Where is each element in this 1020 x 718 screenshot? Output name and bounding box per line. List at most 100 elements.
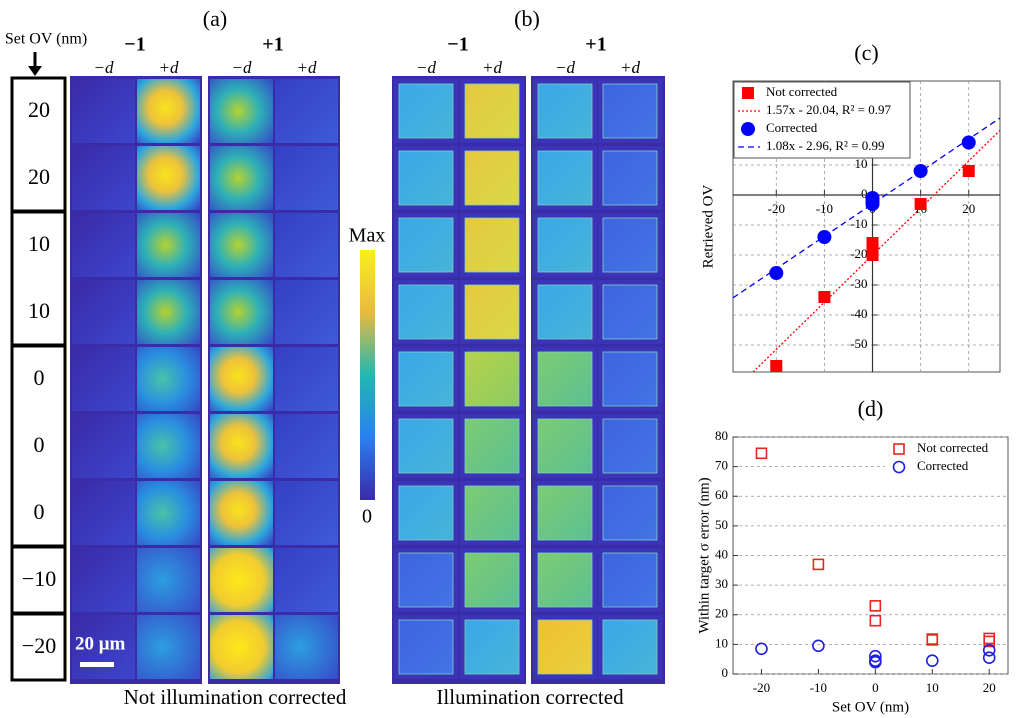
image-tile: [275, 79, 338, 143]
image-tile: [210, 347, 273, 411]
image-tile: [72, 414, 135, 478]
image-tile: [72, 548, 135, 612]
order-label: +1: [585, 34, 606, 56]
arrow-head: [28, 66, 42, 76]
image-tile-pattern: [602, 284, 658, 340]
y-axis-label: Within target σ error (nm): [696, 477, 712, 633]
point: [913, 164, 928, 178]
y-tick-label: 40: [715, 546, 728, 561]
image-tile: [72, 347, 135, 411]
image-tile: [137, 146, 200, 210]
point: [869, 614, 882, 627]
image-tile-pattern: [602, 552, 658, 608]
image-tile-pattern: [602, 217, 658, 273]
image-tile: [72, 481, 135, 545]
image-tile: [137, 280, 200, 344]
image-tile-pattern: [464, 485, 520, 541]
image-tile: [210, 146, 273, 210]
image-tile: [210, 548, 273, 612]
image-tile-pattern: [464, 83, 520, 139]
point: [982, 643, 996, 657]
image-tile-pattern: [464, 619, 520, 675]
point: [769, 266, 784, 280]
y-tick-label: 50: [715, 517, 728, 532]
image-tile-pattern: [464, 150, 520, 206]
legend-label: Corrected: [917, 458, 969, 473]
point: [925, 654, 939, 667]
x-tick-label: 10: [926, 680, 939, 695]
image-tile: [72, 213, 135, 277]
image-tile-pattern: [398, 552, 454, 608]
order-label: −1: [124, 34, 145, 56]
image-tile: [72, 280, 135, 344]
legend-box: [885, 438, 1007, 478]
y-tick-label: -20: [850, 246, 867, 261]
legend-label: Not corrected: [766, 84, 838, 99]
y-tick-label: -10: [850, 216, 867, 231]
legend-box: [733, 81, 911, 159]
point: [869, 649, 882, 663]
image-tile-pattern: [398, 217, 454, 273]
point: [770, 360, 783, 372]
image-tile: [137, 347, 200, 411]
image-tile: [137, 414, 200, 478]
column-label: −d: [232, 58, 252, 77]
image-tile-pattern: [537, 284, 593, 340]
image-tile-pattern: [464, 217, 520, 273]
image-tile-pattern: [537, 418, 593, 474]
y-tick-label: 10: [715, 635, 728, 650]
image-tile: [137, 481, 200, 545]
set-ov-value: 0: [34, 365, 45, 390]
legend-label: 1.57x - 20.04, R² = 0.97: [766, 102, 891, 117]
column-label: −d: [94, 58, 114, 77]
panel-caption: Illumination corrected: [436, 685, 624, 709]
set-ov-label: Set OV (nm): [5, 31, 87, 48]
image-tile: [275, 414, 338, 478]
set-ov-box: [10, 612, 67, 682]
point: [926, 633, 939, 645]
image-tile-pattern: [602, 83, 658, 139]
image-tile: [210, 414, 273, 478]
image-tile: [137, 79, 200, 143]
image-tile: [72, 146, 135, 210]
image-tile: [275, 548, 338, 612]
image-tile: [275, 146, 338, 210]
image-tile-pattern: [398, 418, 454, 474]
y-tick-label: 30: [715, 576, 728, 591]
order-label: +1: [262, 34, 283, 56]
point: [755, 447, 768, 460]
image-tile-pattern: [464, 284, 520, 340]
set-ov-value: 0: [34, 432, 45, 457]
image-tile: [275, 213, 338, 277]
image-tile: [72, 79, 135, 143]
image-tile: [137, 213, 200, 277]
image-tile-pattern: [398, 83, 454, 139]
set-ov-value: −10: [22, 566, 56, 591]
column-label: −d: [555, 58, 575, 77]
image-tile-pattern: [398, 619, 454, 675]
point: [869, 655, 882, 669]
x-tick-label: 20: [962, 201, 975, 216]
point: [865, 197, 880, 211]
set-ov-value: 20: [28, 97, 50, 122]
image-tile: [210, 615, 273, 679]
column-label: +d: [482, 58, 502, 77]
y-tick-label: -50: [850, 336, 867, 351]
chart-title: (d): [858, 396, 884, 421]
image-tile-pattern: [537, 217, 593, 273]
panel-label: (a): [203, 6, 227, 31]
image-tile: [210, 481, 273, 545]
colorbar-min: 0: [362, 506, 372, 528]
image-tile: [275, 347, 338, 411]
image-tile-pattern: [602, 485, 658, 541]
image-tile-pattern: [602, 150, 658, 206]
y-tick-label: 70: [715, 458, 728, 473]
column-label: +d: [297, 58, 317, 77]
y-tick-label: -40: [850, 306, 867, 321]
x-axis-label: Set OV (nm): [832, 699, 909, 715]
image-tile-pattern: [537, 552, 593, 608]
panel-label: (b): [514, 6, 540, 31]
x-tick-label: -10: [810, 680, 827, 695]
image-tile-pattern: [537, 485, 593, 541]
y-tick-label: 0: [722, 665, 729, 680]
